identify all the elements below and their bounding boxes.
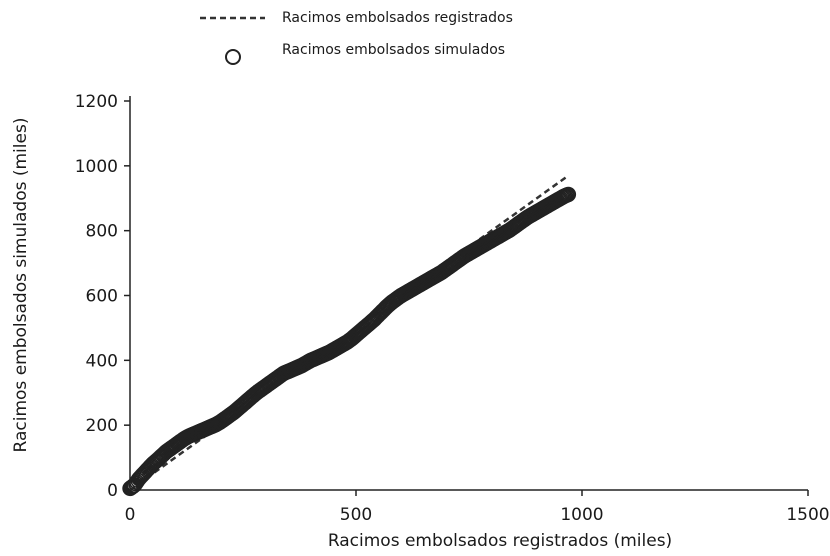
y-tick-label: 600	[86, 287, 118, 307]
legend-label-simulated: Racimos embolsados simulados	[282, 42, 505, 58]
x-axis-title: Racimos embolsados registrados (miles)	[328, 531, 672, 551]
x-axis-ticks: 0 500 1000 1500	[125, 490, 830, 525]
x-tick-label: 1500	[786, 505, 829, 525]
legend: Racimos embolsados registrados Racimos e…	[200, 10, 513, 65]
y-tick-label: 1000	[75, 157, 118, 177]
y-tick-label: 0	[107, 481, 118, 501]
x-tick-label: 500	[340, 505, 372, 525]
series-simulated	[122, 186, 577, 497]
y-axis-title: Racimos embolsados simulados (miles)	[11, 118, 31, 453]
y-tick-label: 800	[86, 222, 118, 242]
legend-circle-marker	[225, 49, 241, 65]
y-tick-label: 200	[86, 416, 118, 436]
x-tick-label: 0	[125, 505, 136, 525]
y-tick-label: 400	[86, 351, 118, 371]
legend-label-registered: Racimos embolsados registrados	[282, 10, 513, 26]
x-tick-label: 1000	[560, 505, 603, 525]
y-axis-ticks: 0 200 400 600 800 1000 1200	[75, 92, 130, 501]
y-tick-label: 1200	[75, 92, 118, 112]
simulated-point	[560, 186, 577, 203]
